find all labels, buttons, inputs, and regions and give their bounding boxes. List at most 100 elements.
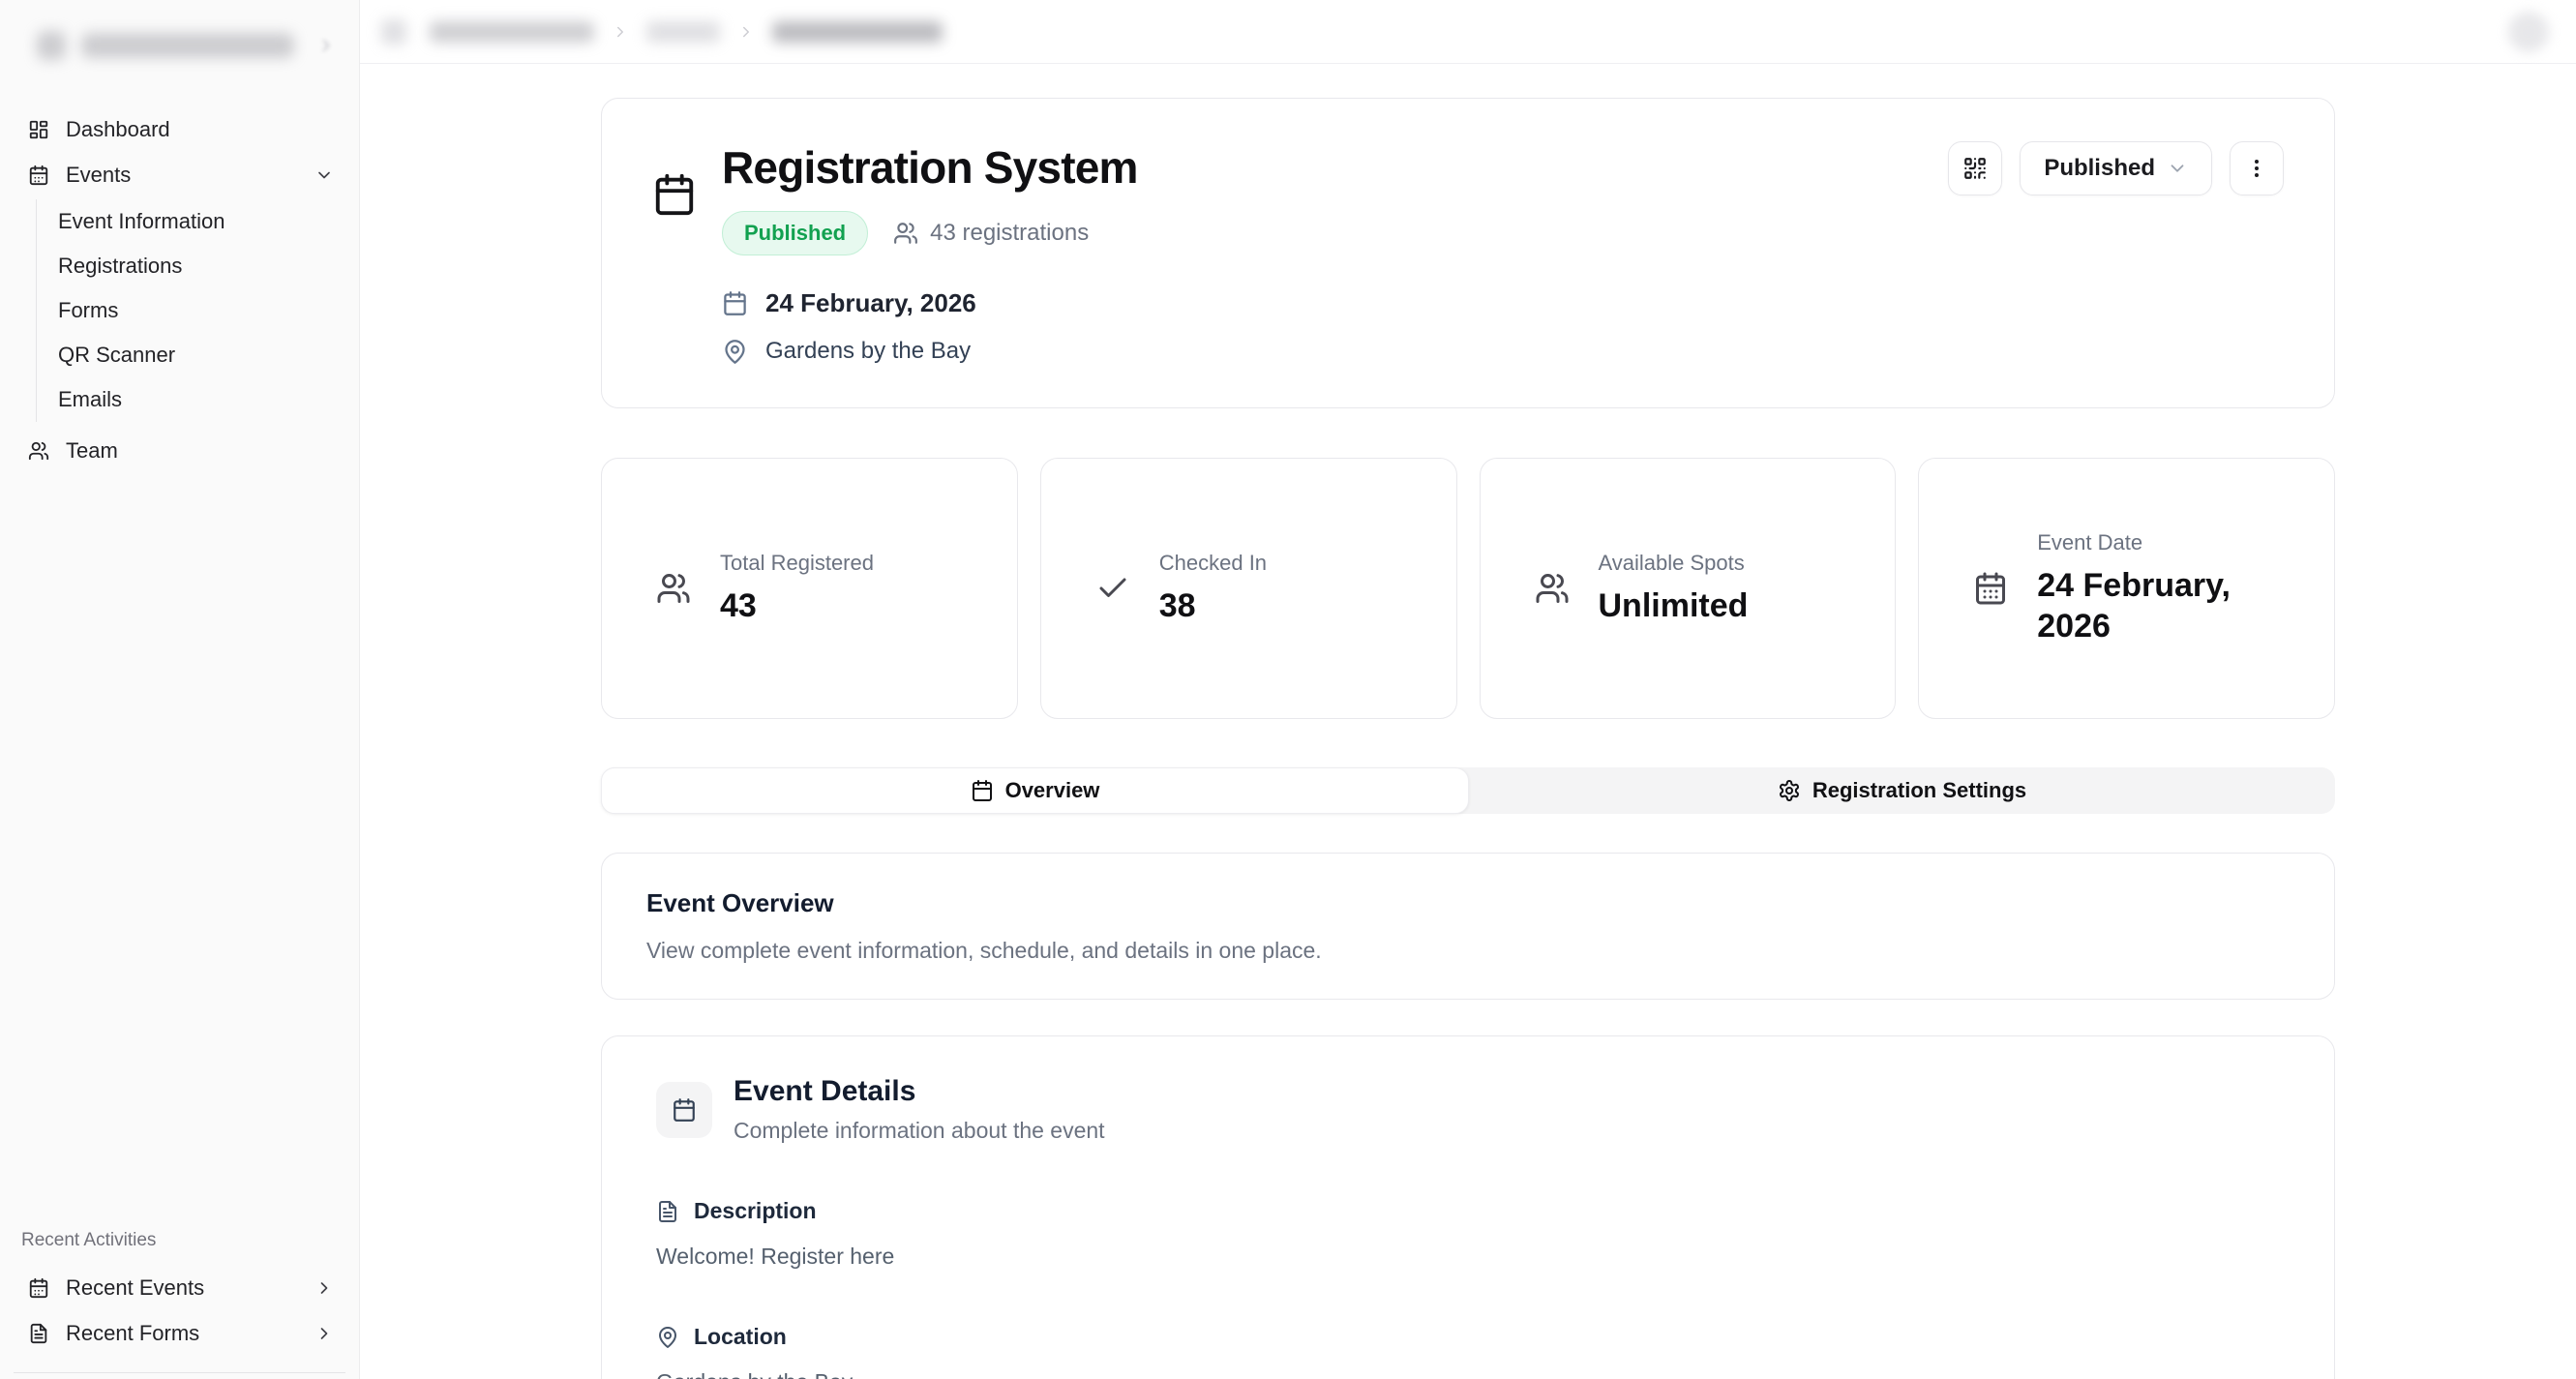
stat-card-checked-in: Checked In 38 — [1039, 458, 1457, 719]
event-date-row: 24 February, 2026 — [722, 288, 1138, 318]
sidebar-item-label: Recent Events — [66, 1274, 205, 1300]
tab-overview[interactable]: Overview — [601, 767, 1469, 814]
breadcrumb-current-redacted — [772, 20, 943, 43]
workspace-switcher[interactable] — [0, 0, 359, 60]
tab-registration-settings[interactable]: Registration Settings — [1469, 767, 2335, 814]
sidebar-toggle-icon-redacted[interactable] — [381, 18, 406, 45]
details-icon-badge — [656, 1081, 712, 1138]
tab-label: Overview — [1004, 778, 1100, 802]
status-dropdown-label: Published — [2044, 155, 2155, 181]
chevron-down-icon — [318, 171, 330, 178]
breadcrumb-segment-redacted[interactable] — [430, 20, 594, 43]
chevron-right-icon — [322, 40, 330, 51]
tab-bar: Overview Registration Settings — [601, 767, 2335, 814]
sidebar-item-recent-events[interactable]: Recent Events — [0, 1265, 359, 1310]
calendar-icon — [29, 165, 48, 185]
sidebar-item-label: Recent Forms — [66, 1320, 200, 1345]
sub-item-label: QR Scanner — [58, 343, 176, 367]
events-sub-menu: Event Information Registrations Forms QR… — [36, 199, 359, 422]
check-icon — [1099, 578, 1126, 597]
users-icon — [894, 223, 918, 244]
map-pin-icon — [659, 1326, 676, 1348]
sidebar-item-qr-scanner[interactable]: QR Scanner — [37, 333, 359, 377]
sub-item-label: Emails — [58, 387, 123, 411]
sub-item-label: Forms — [58, 298, 119, 322]
sidebar-item-events[interactable]: Events — [0, 152, 359, 197]
details-section-location: Location Gardens by the Bay — [656, 1324, 2280, 1379]
section-value: Gardens by the Bay — [656, 1369, 2280, 1379]
stat-value: Unlimited — [1598, 586, 1749, 624]
calendar-icon — [29, 1277, 48, 1298]
overview-subtitle: View complete event information, schedul… — [646, 938, 1322, 963]
users-icon — [28, 441, 49, 460]
sidebar-item-label: Dashboard — [66, 116, 170, 141]
chevron-right-icon — [320, 1327, 328, 1339]
stat-label: Available Spots — [1598, 550, 1745, 575]
overview-title: Event Overview — [646, 888, 834, 917]
chevron-right-icon — [743, 26, 749, 37]
status-badge: Published — [722, 211, 869, 255]
sidebar-item-label: Team — [66, 437, 118, 463]
stat-label: Total Registered — [720, 550, 874, 575]
users-icon — [1536, 574, 1568, 603]
breadcrumb-segment-redacted[interactable] — [646, 20, 720, 43]
sidebar-item-registrations[interactable]: Registrations — [37, 244, 359, 288]
workspace-logo-redacted — [37, 31, 66, 60]
details-subtitle: Complete information about the event — [734, 1118, 1105, 1143]
tab-label: Registration Settings — [1812, 778, 2027, 802]
file-text-icon — [30, 1323, 47, 1343]
chevron-right-icon — [617, 26, 623, 37]
sidebar-item-forms[interactable]: Forms — [37, 288, 359, 333]
sidebar-bottom-divider — [14, 1372, 345, 1373]
main-area: Registration System Published 43 registr… — [360, 0, 2576, 1379]
sidebar: Dashboard Events Event Information Regis… — [0, 0, 360, 1379]
file-text-icon — [659, 1200, 676, 1222]
calendar-icon — [655, 173, 694, 216]
stats-row: Total Registered 43 Checked In 38 Availa… — [601, 458, 2335, 719]
section-label: Description — [694, 1198, 817, 1223]
calendar-icon — [724, 291, 746, 315]
stat-value: 38 — [1158, 586, 1196, 624]
recent-activities-section: Recent Activities Recent Events Recent F… — [0, 1230, 359, 1356]
sidebar-item-recent-forms[interactable]: Recent Forms — [0, 1310, 359, 1356]
kebab-menu-icon — [2255, 160, 2259, 177]
stat-card-total-registered: Total Registered 43 — [601, 458, 1018, 719]
sidebar-item-event-information[interactable]: Event Information — [37, 199, 359, 244]
user-avatar-redacted[interactable] — [2508, 11, 2549, 52]
page-title: Registration System — [722, 142, 1138, 193]
chevron-right-icon — [320, 1281, 328, 1294]
sidebar-nav: Dashboard Events Event Information Regis… — [0, 106, 359, 473]
sidebar-item-label: Events — [66, 162, 132, 187]
stat-label: Event Date — [2037, 529, 2143, 555]
status-dropdown[interactable]: Published — [2020, 141, 2212, 195]
section-value: Welcome! Register here — [656, 1244, 895, 1269]
sidebar-item-emails[interactable]: Emails — [37, 377, 359, 422]
event-header-card: Registration System Published 43 registr… — [601, 98, 2335, 408]
calendar-icon — [972, 780, 992, 801]
map-pin-icon — [725, 339, 745, 364]
details-title: Event Details — [734, 1075, 916, 1107]
event-date-text: 24 February, 2026 — [765, 288, 976, 317]
registrations-text: 43 registrations — [930, 220, 1090, 246]
qr-code-button[interactable] — [1948, 141, 2003, 195]
topbar — [360, 0, 2576, 64]
stat-card-available-spots: Available Spots Unlimited — [1479, 458, 1897, 719]
more-actions-button[interactable] — [2230, 141, 2284, 195]
qr-code-icon — [1964, 158, 1987, 179]
stat-value: 43 — [720, 586, 757, 624]
sub-item-label: Registrations — [58, 254, 183, 278]
layout-dashboard-icon — [29, 120, 48, 138]
event-location-text: Gardens by the Bay — [765, 338, 972, 364]
settings-gear-icon — [1779, 780, 1799, 801]
stat-card-event-date: Event Date 24 February, 2026 — [1918, 458, 2335, 719]
sidebar-item-dashboard[interactable]: Dashboard — [0, 106, 359, 152]
users-icon — [657, 574, 690, 603]
calendar-days-icon — [1976, 572, 2006, 605]
registrations-count: 43 registrations — [893, 220, 1089, 247]
details-section-description: Description Welcome! Register here — [656, 1198, 2280, 1270]
workspace-name-redacted — [81, 33, 294, 58]
page-content: Registration System Published 43 registr… — [360, 64, 2576, 1379]
stat-label: Checked In — [1158, 550, 1268, 575]
recent-activities-label: Recent Activities — [21, 1230, 157, 1250]
sidebar-item-team[interactable]: Team — [0, 428, 359, 473]
